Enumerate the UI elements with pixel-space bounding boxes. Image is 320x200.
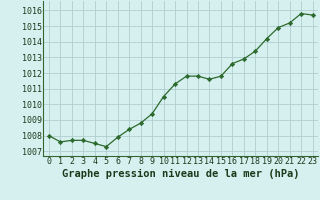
X-axis label: Graphe pression niveau de la mer (hPa): Graphe pression niveau de la mer (hPa) xyxy=(62,169,300,179)
